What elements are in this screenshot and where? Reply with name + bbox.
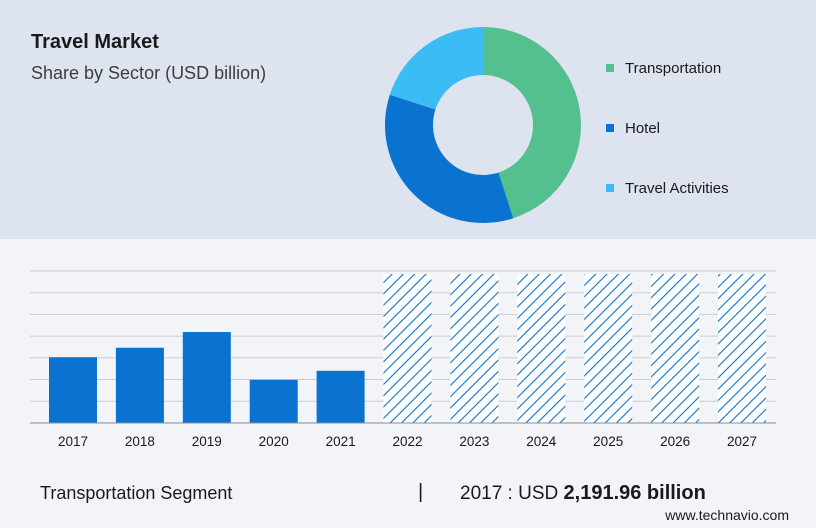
donut-slice-travel-activities xyxy=(389,27,483,110)
source-url: www.technavio.com xyxy=(665,507,789,523)
chart-subtitle: Share by Sector (USD billion) xyxy=(31,63,267,83)
bar-2021 xyxy=(316,370,365,423)
legend-item-hotel: Hotel xyxy=(606,118,660,138)
bar-2019 xyxy=(182,332,231,423)
forecast-bar-2026 xyxy=(651,274,700,423)
legend-item-transportation: Transportation xyxy=(606,58,721,78)
legend-swatch-transportation xyxy=(606,64,614,72)
donut-slice-transportation xyxy=(483,27,581,219)
legend-swatch-travel-activities xyxy=(606,184,614,192)
x-tick-label: 2022 xyxy=(392,434,422,449)
x-tick-label: 2025 xyxy=(593,434,623,449)
footer-amount: 2,191.96 billion xyxy=(563,482,706,504)
x-tick-label: 2024 xyxy=(526,434,557,449)
legend-label-travel-activities: Travel Activities xyxy=(625,179,729,197)
x-tick-label: 2019 xyxy=(192,434,222,449)
legend-label-hotel: Hotel xyxy=(625,119,661,137)
forecast-bar-2022 xyxy=(383,274,432,423)
x-tick-label: 2021 xyxy=(326,434,356,449)
x-tick-label: 2018 xyxy=(125,434,155,449)
forecast-bar-2025 xyxy=(584,274,633,423)
x-tick-label: 2026 xyxy=(660,434,690,449)
footer-year-prefix: 2017 : USD xyxy=(460,483,559,504)
footer-segment-label: Transportation Segment xyxy=(40,483,233,503)
donut-chart xyxy=(385,27,581,223)
bar-chart: 2017 2018 2019 2020 2021 2022 2023 2024 2025 2026… xyxy=(30,270,776,449)
donut-slice-hotel xyxy=(385,94,514,223)
bar-2018 xyxy=(115,347,164,423)
legend-label-transportation: Transportation xyxy=(625,59,722,77)
chart-title: Travel Market xyxy=(31,31,159,53)
bar-2017 xyxy=(49,357,97,423)
footer-value: 2017 : USD 2,191.96 billion xyxy=(460,482,706,505)
x-tick-label: 2020 xyxy=(259,434,289,449)
legend-swatch-hotel xyxy=(606,124,614,132)
x-tick-label: 2023 xyxy=(459,434,489,449)
x-tick-label: 2017 xyxy=(58,434,88,449)
footer-divider: | xyxy=(418,481,424,503)
x-tick-label: 2027 xyxy=(727,434,757,449)
forecast-bar-2023 xyxy=(450,274,499,423)
legend-item-travel-activities: Travel Activities xyxy=(606,178,729,198)
forecast-bar-2024 xyxy=(517,274,566,423)
forecast-bar-2027 xyxy=(718,274,766,423)
bar-2020 xyxy=(249,379,298,423)
